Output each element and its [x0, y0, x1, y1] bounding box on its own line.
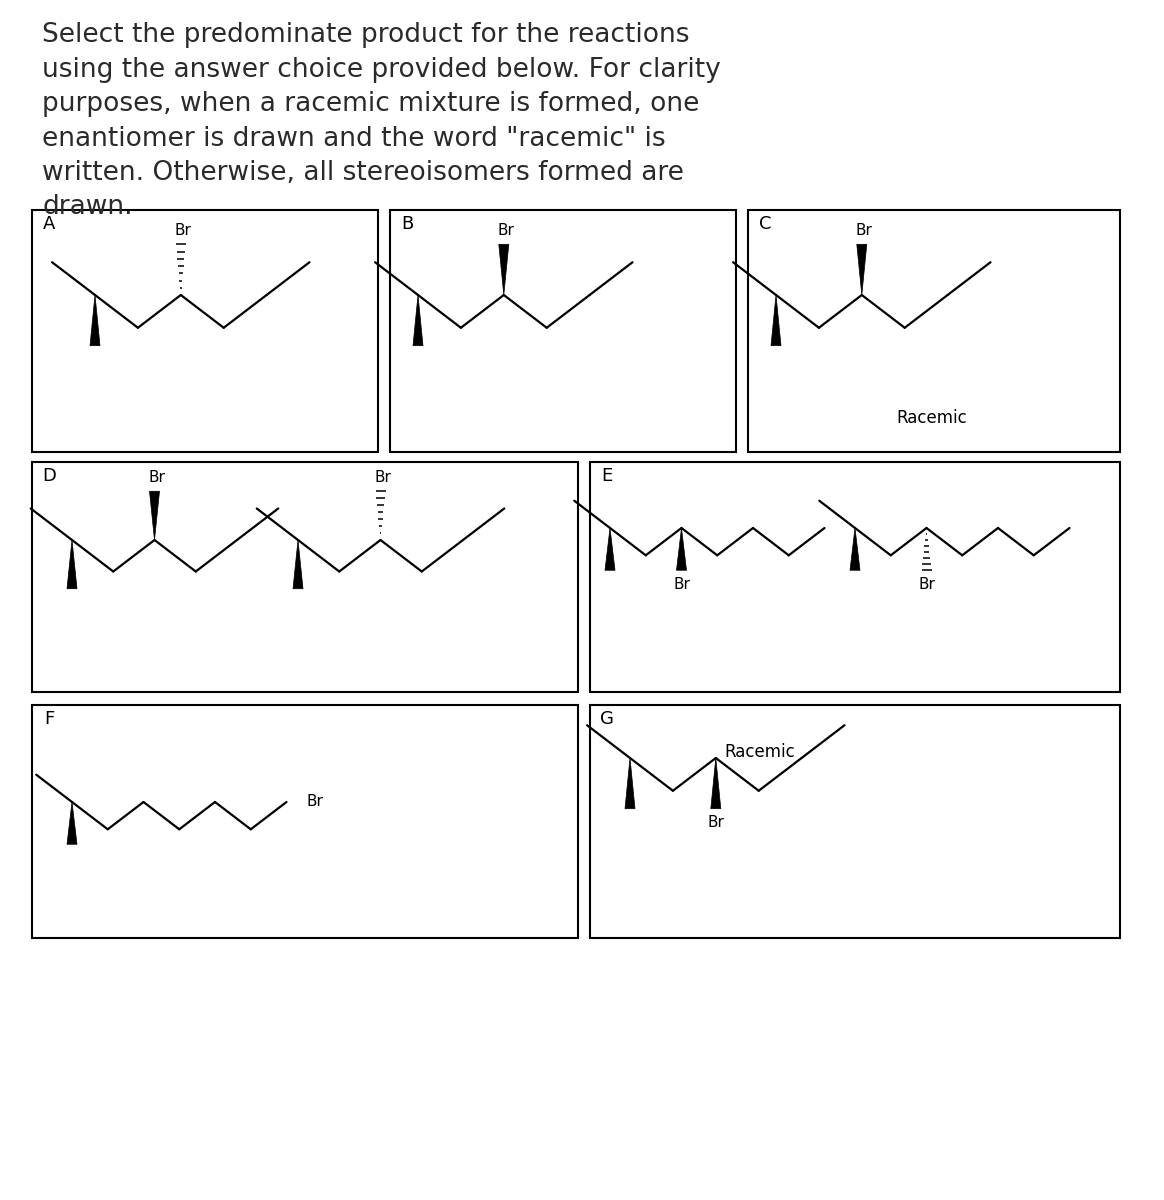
Text: Br: Br — [306, 794, 324, 810]
Polygon shape — [68, 540, 77, 589]
Text: Br: Br — [856, 223, 872, 238]
Polygon shape — [413, 295, 423, 346]
Polygon shape — [68, 802, 77, 845]
Text: C: C — [759, 215, 772, 233]
Text: D: D — [42, 467, 56, 485]
Bar — [590, 704, 1120, 938]
Text: Racemic: Racemic — [725, 743, 795, 761]
Bar — [31, 210, 378, 452]
Text: B: B — [400, 215, 413, 233]
Text: purposes, when a racemic mixture is formed, one: purposes, when a racemic mixture is form… — [42, 91, 700, 116]
Polygon shape — [149, 491, 159, 540]
Polygon shape — [711, 758, 721, 809]
Text: Br: Br — [148, 469, 165, 485]
Text: Racemic: Racemic — [896, 409, 967, 427]
Text: A: A — [43, 215, 55, 233]
Polygon shape — [90, 295, 100, 346]
Text: Br: Br — [374, 469, 391, 485]
Text: Br: Br — [708, 815, 724, 830]
Bar — [31, 462, 579, 692]
Text: enantiomer is drawn and the word "racemic" is: enantiomer is drawn and the word "racemi… — [42, 126, 666, 151]
Bar — [31, 704, 579, 938]
Polygon shape — [605, 528, 615, 570]
Polygon shape — [850, 528, 860, 570]
Text: G: G — [601, 710, 613, 728]
Text: Br: Br — [497, 223, 514, 238]
Bar — [590, 462, 1120, 692]
Text: written. Otherwise, all stereoisomers formed are: written. Otherwise, all stereoisomers fo… — [42, 160, 684, 186]
Text: F: F — [44, 710, 54, 728]
Polygon shape — [676, 528, 687, 570]
Polygon shape — [771, 295, 781, 346]
Text: Br: Br — [673, 577, 690, 592]
Text: drawn.: drawn. — [42, 194, 133, 221]
Polygon shape — [293, 540, 303, 589]
Text: Select the predominate product for the reactions: Select the predominate product for the r… — [42, 22, 689, 48]
Text: Br: Br — [918, 577, 935, 592]
Bar — [748, 210, 1120, 452]
Polygon shape — [857, 245, 867, 295]
Text: E: E — [602, 467, 612, 485]
Polygon shape — [499, 245, 509, 295]
Bar — [390, 210, 736, 452]
Text: using the answer choice provided below. For clarity: using the answer choice provided below. … — [42, 56, 721, 83]
Polygon shape — [625, 758, 636, 809]
Text: Br: Br — [175, 223, 191, 238]
